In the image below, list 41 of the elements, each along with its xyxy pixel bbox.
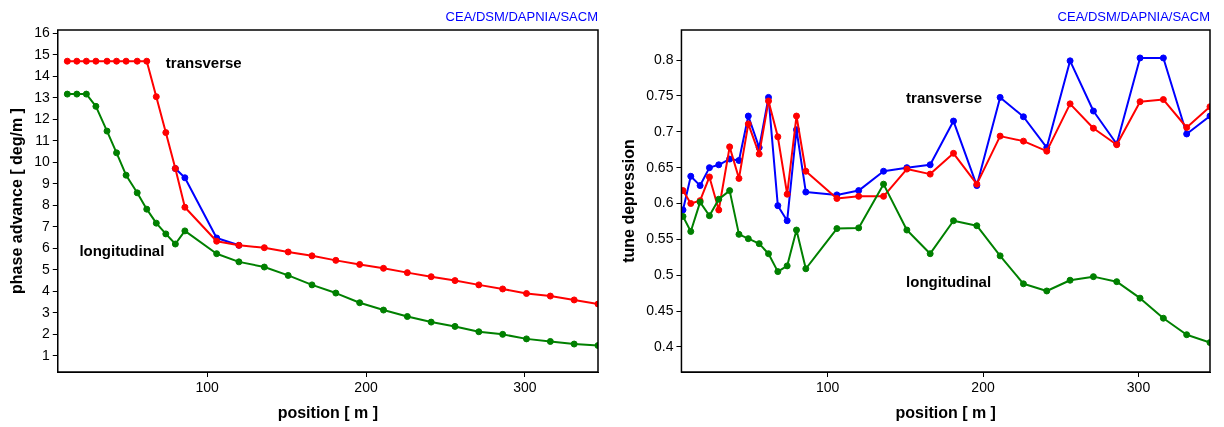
y-tick-label: 0.6 xyxy=(653,194,674,211)
y-tick-label: 5 xyxy=(41,260,50,277)
y-tick-label: 0.4 xyxy=(653,337,674,354)
y-tick-label: 0.55 xyxy=(646,230,674,247)
y-axis-title: phase advance [ deg/m ] xyxy=(8,108,26,294)
y-tick-label: 0.5 xyxy=(653,266,674,283)
y-tick-label: 14 xyxy=(34,67,50,84)
y-axis-title: tune depression xyxy=(620,139,638,263)
x-tick-label: 100 xyxy=(815,379,840,396)
x-tick-label: 200 xyxy=(971,379,995,396)
y-tick-label: 1 xyxy=(41,346,50,363)
y-tick-label: 0.7 xyxy=(653,122,674,139)
text: transverse xyxy=(906,88,982,106)
x-tick-label: 200 xyxy=(354,379,378,396)
y-tick-label: 11 xyxy=(35,131,50,148)
y-tick-label: 9 xyxy=(41,174,50,191)
y-tick-label: 13 xyxy=(34,88,50,105)
text: CEA/DSM/DAPNIA/SACM xyxy=(445,9,598,25)
y-tick-label: 7 xyxy=(41,217,50,234)
y-tick-label: 2 xyxy=(41,325,50,342)
y-tick-label: 8 xyxy=(41,196,50,213)
y-tick-label: 12 xyxy=(34,110,50,127)
y-tick-label: 3 xyxy=(41,303,50,320)
x-tick-label: 300 xyxy=(1126,379,1151,396)
text: CEA/DSM/DAPNIA/SACM xyxy=(1057,9,1210,25)
y-tick-label: 15 xyxy=(34,45,50,62)
series-label: longitudinal xyxy=(906,273,992,291)
x-axis-title: position [ m ] xyxy=(277,403,379,421)
y-tick-label: 0.45 xyxy=(646,301,674,318)
y-tick-label: 6 xyxy=(41,239,50,256)
series-label: longitudinal xyxy=(79,242,165,260)
series-label: transverse xyxy=(165,54,242,72)
y-tick-label: 4 xyxy=(41,282,50,299)
x-tick-label: 100 xyxy=(195,379,220,396)
x-tick-label: 300 xyxy=(513,379,537,396)
y-tick-label: 10 xyxy=(34,153,50,170)
y-tick-label: 0.8 xyxy=(653,50,674,67)
y-tick-label: 0.75 xyxy=(646,86,674,103)
x-axis-title: position [ m ] xyxy=(895,403,996,421)
y-tick-label: 16 xyxy=(34,24,50,41)
y-tick-label: 0.65 xyxy=(646,158,674,175)
